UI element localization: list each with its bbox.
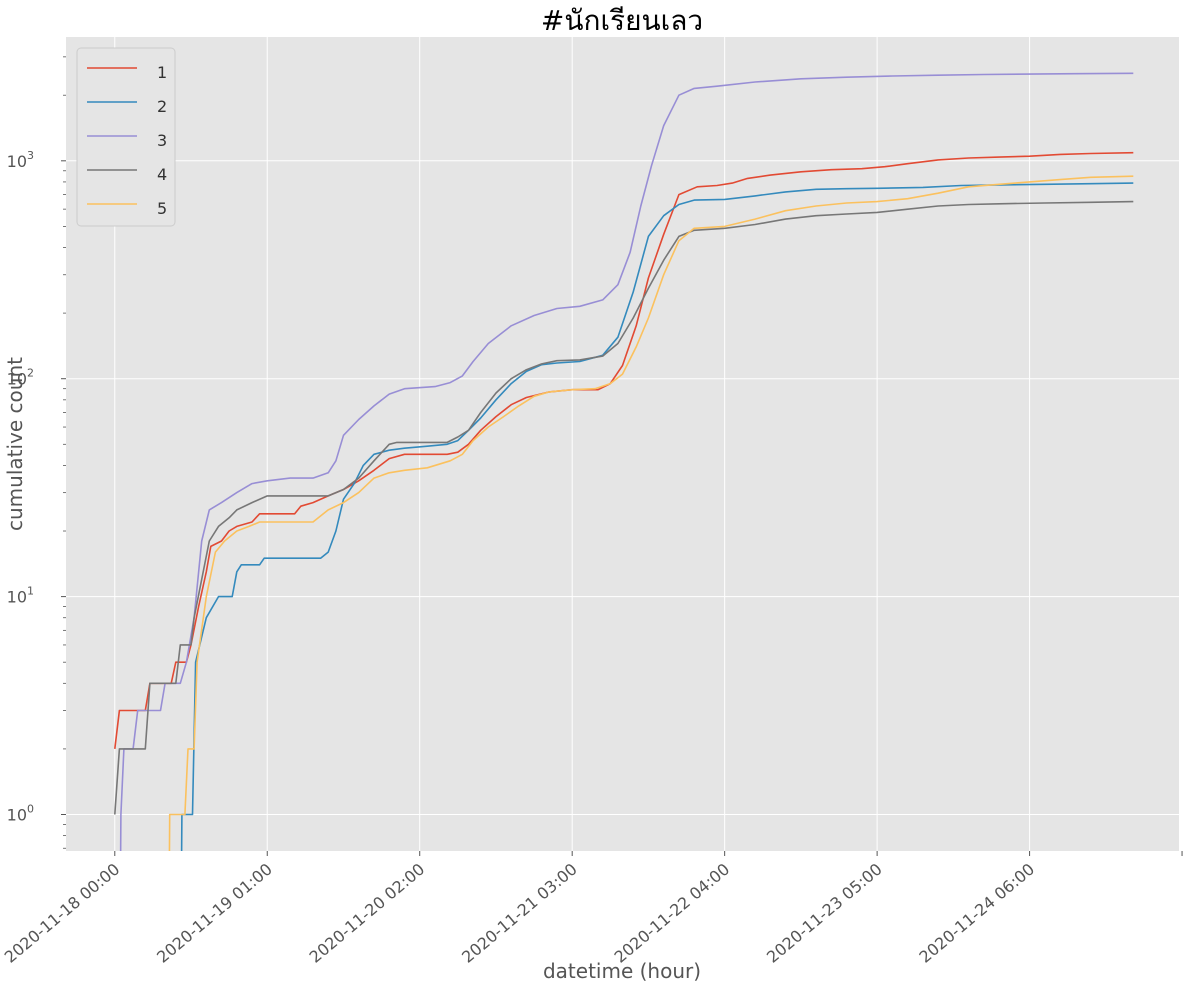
- y-axis-title: cumulative count: [3, 357, 27, 531]
- series-lines: [114, 72, 1134, 851]
- y-tick-label: 102: [7, 367, 34, 389]
- legend-label-1: 1: [157, 63, 167, 82]
- series-line-1: [114, 151, 1134, 749]
- chart-title: #นักเรียนเลว: [541, 4, 703, 37]
- y-tick-label: 101: [7, 585, 34, 607]
- legend-label-2: 2: [157, 97, 167, 116]
- x-tick-label: 2020-11-22 04:00: [611, 860, 734, 967]
- series-line-2: [180, 182, 1134, 851]
- legend-label-3: 3: [157, 131, 167, 150]
- y-tick-label: 103: [7, 149, 34, 171]
- y-tick-label: 100: [7, 803, 34, 825]
- legend-label-5: 5: [157, 199, 167, 218]
- series-line-4: [114, 200, 1134, 815]
- series-line-5: [168, 175, 1134, 851]
- x-tick-label: 2020-11-24 06:00: [915, 860, 1038, 967]
- x-tick-label: 2020-11-21 03:00: [458, 860, 581, 967]
- legend: 1 2 3 4 5: [76, 47, 176, 227]
- legend-frame: [76, 47, 176, 227]
- grid: [66, 37, 1179, 851]
- x-tick-label: 2020-11-19 01:00: [153, 860, 276, 967]
- x-tick-label: 2020-11-23 05:00: [763, 860, 886, 967]
- x-axis-title: datetime (hour): [543, 959, 701, 983]
- series-line-3: [119, 72, 1134, 851]
- x-tick-label: 2020-11-18 00:00: [1, 860, 124, 967]
- legend-label-4: 4: [157, 165, 167, 184]
- plot-background: [66, 37, 1179, 851]
- x-tick-label: 2020-11-20 02:00: [306, 860, 429, 967]
